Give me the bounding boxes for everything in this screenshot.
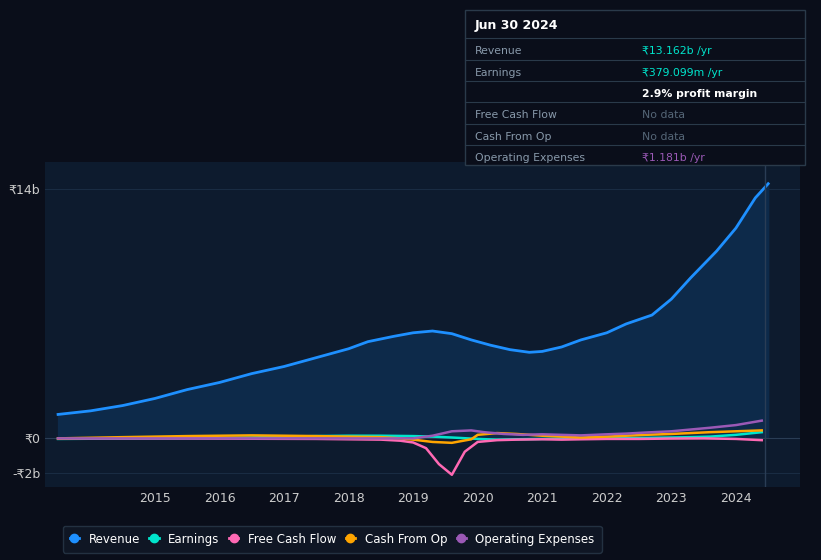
Text: 2.9% profit margin: 2.9% profit margin [642,89,757,99]
Text: ₹379.099m /yr: ₹379.099m /yr [642,68,722,78]
Text: ₹1.181b /yr: ₹1.181b /yr [642,153,704,163]
Text: No data: No data [642,110,685,120]
Text: Jun 30 2024: Jun 30 2024 [475,19,558,32]
Text: Revenue: Revenue [475,46,522,57]
Text: Operating Expenses: Operating Expenses [475,153,585,163]
Text: Earnings: Earnings [475,68,522,78]
Legend: Revenue, Earnings, Free Cash Flow, Cash From Op, Operating Expenses: Revenue, Earnings, Free Cash Flow, Cash … [62,526,602,553]
Text: ₹13.162b /yr: ₹13.162b /yr [642,46,712,57]
Text: No data: No data [642,132,685,142]
Text: Free Cash Flow: Free Cash Flow [475,110,557,120]
Text: Cash From Op: Cash From Op [475,132,552,142]
